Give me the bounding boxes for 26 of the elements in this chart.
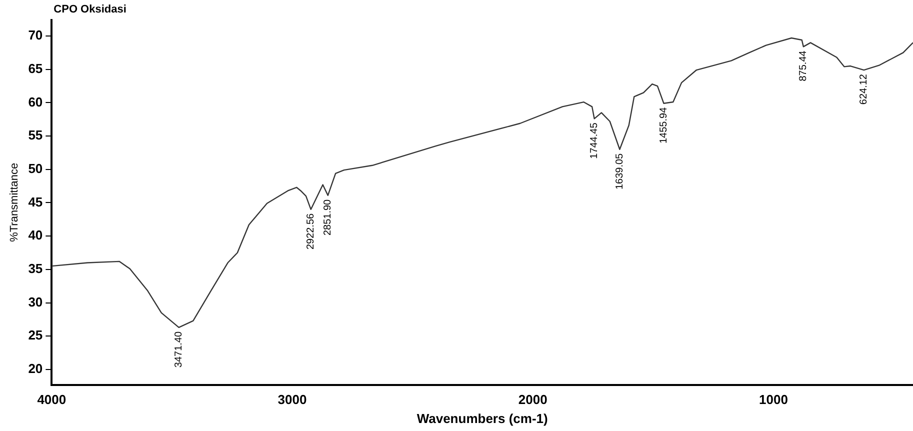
x-tick-label: 1000 [758, 392, 788, 408]
y-tick-label: 30 [28, 294, 43, 310]
annotation: 3471.40 [174, 331, 185, 368]
annotation: 875.44 [798, 50, 810, 82]
y-tick-label: 65 [28, 60, 43, 76]
chart-title: CPO Oksidasi [54, 4, 126, 16]
annotation: 1639.05 [614, 152, 626, 190]
annotation: 2851.90 [322, 198, 334, 236]
y-tick-label: 25 [28, 328, 43, 343]
y-tick-label: 60 [28, 94, 43, 110]
x-tick-label: 3000 [278, 392, 307, 408]
y-tick-label: 40 [28, 228, 43, 243]
y-tick-label: 55 [28, 128, 43, 143]
annotation: 1744.45 [589, 122, 600, 159]
y-tick-label: 20 [28, 361, 43, 376]
x-tick-label: 4000 [37, 392, 66, 408]
x-axis-title: Wavenumbers (cm-1) [416, 410, 548, 426]
y-tick-label: 45 [28, 194, 43, 210]
annotation: 1455.94 [658, 106, 670, 144]
y-axis-title: %Transmittance [8, 162, 21, 242]
y-tick-label: 35 [28, 261, 43, 276]
x-tick-label: 2000 [518, 392, 548, 408]
y-tick-label: 50 [28, 160, 43, 176]
annotation: 2922.56 [306, 212, 317, 250]
y-tick-label: 70 [28, 28, 43, 43]
annotation: 624.12 [858, 74, 870, 105]
